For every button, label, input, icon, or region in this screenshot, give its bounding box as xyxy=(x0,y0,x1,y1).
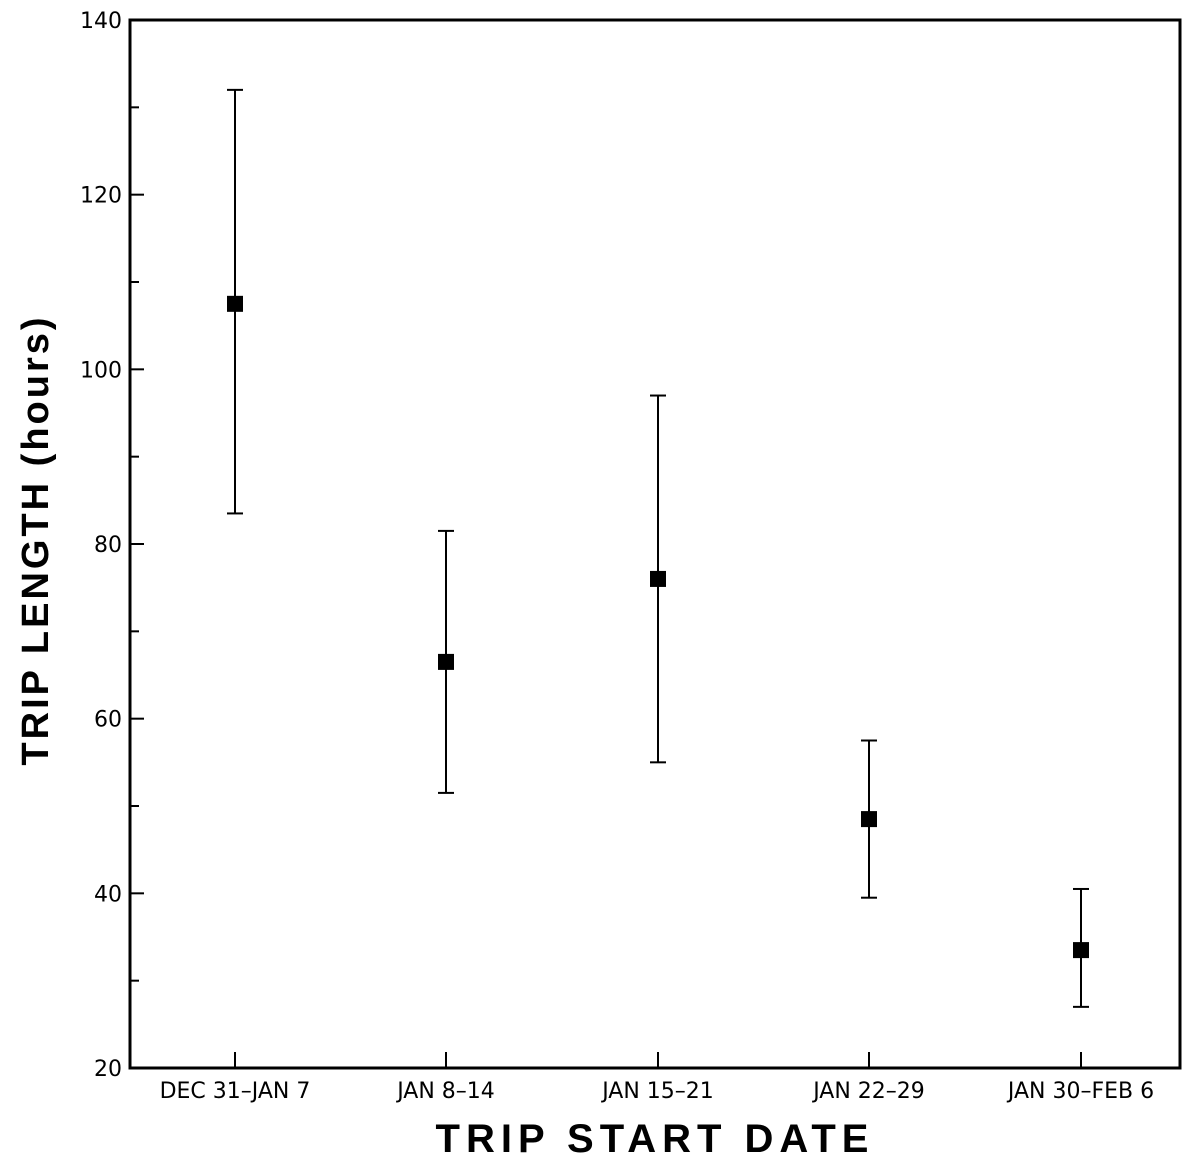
x-tick-label: JAN 22–29 xyxy=(811,1079,925,1104)
y-axis: 20 40 60 80 100 120 140 xyxy=(80,9,144,1082)
y-tick-label: 40 xyxy=(94,882,122,907)
x-tick-label: JAN 8–14 xyxy=(395,1079,495,1104)
data-series xyxy=(227,88,1089,1008)
x-tick-label: DEC 31–JAN 7 xyxy=(160,1079,311,1104)
data-point xyxy=(861,811,877,828)
y-tick-label: 120 xyxy=(80,184,122,209)
x-tick-label: JAN 15–21 xyxy=(600,1079,714,1104)
x-tick-label: JAN 30–FEB 6 xyxy=(1006,1079,1154,1104)
y-axis-title: TRIP LENGTH (hours) xyxy=(15,314,57,765)
y-tick-label: 20 xyxy=(94,1057,122,1082)
data-point xyxy=(650,570,666,587)
y-tick-label: 100 xyxy=(80,358,122,383)
y-tick-label: 80 xyxy=(94,533,122,558)
x-axis-title: TRIP START DATE xyxy=(436,1117,875,1161)
plot-frame xyxy=(128,18,1182,1070)
data-point xyxy=(1073,942,1089,959)
data-point xyxy=(438,653,454,670)
x-axis: DEC 31–JAN 7 JAN 8–14 JAN 15–21 JAN 22–29 JA… xyxy=(160,1052,1154,1104)
y-tick-label: 140 xyxy=(80,9,122,34)
data-point xyxy=(227,295,243,312)
y-tick-label: 60 xyxy=(94,708,122,733)
